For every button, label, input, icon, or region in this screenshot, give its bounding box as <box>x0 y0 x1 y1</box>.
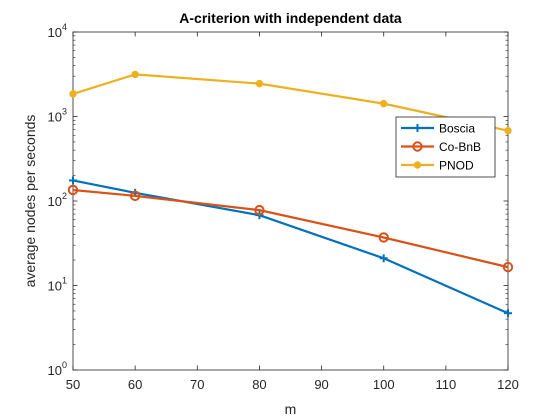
y-tick-label: 100 <box>48 360 67 378</box>
x-tick-label: 70 <box>190 377 204 392</box>
data-point <box>129 190 141 202</box>
data-point <box>255 79 264 88</box>
y-tick-exponent: 4 <box>62 22 67 32</box>
x-tick-label: 60 <box>128 377 142 392</box>
plot-background <box>73 32 508 370</box>
legend-item: Co-BnB <box>401 140 481 154</box>
data-point <box>254 204 265 216</box>
y-tick-label: 104 <box>48 22 67 40</box>
x-tick-label: 80 <box>252 377 266 392</box>
data-point <box>131 70 139 79</box>
x-tick-label: 50 <box>66 377 80 392</box>
legend-label: PNOD <box>439 159 474 173</box>
series-co-bnb <box>67 184 514 273</box>
x-tick-label: 120 <box>497 377 519 392</box>
legend-label: Boscia <box>439 122 475 136</box>
data-point <box>380 99 388 108</box>
data-point <box>69 90 77 98</box>
data-point <box>504 126 512 135</box>
series-group <box>67 70 514 318</box>
y-tick-label: 102 <box>48 191 67 209</box>
y-tick-base: 10 <box>48 110 62 125</box>
axes-box <box>72 31 509 371</box>
legend-marker <box>413 161 422 169</box>
data-point <box>378 232 389 243</box>
plot-area <box>73 32 508 370</box>
legend-item: PNOD <box>401 159 474 173</box>
x-axis-title: m <box>285 401 297 417</box>
data-point <box>69 176 77 185</box>
legend-marker <box>412 141 423 152</box>
legend-item: Boscia <box>401 122 475 136</box>
chart-title: A-criterion with independent data <box>179 10 402 26</box>
x-tick-label: 110 <box>435 377 456 392</box>
y-axis-title: average nodes per seconds <box>22 115 38 288</box>
legend-marker <box>413 124 422 132</box>
data-point <box>504 309 512 318</box>
y-tick-base: 10 <box>48 279 62 294</box>
legend: Boscia Co-BnB PNOD <box>395 116 496 178</box>
data-point <box>67 184 79 196</box>
y-tick-exponent: 1 <box>62 276 67 286</box>
y-tick-base: 10 <box>48 194 62 209</box>
data-point <box>379 254 388 263</box>
y-tick-exponent: 2 <box>62 191 67 201</box>
y-tick-label: 101 <box>48 276 67 294</box>
y-tick-base: 10 <box>48 363 62 378</box>
data-point <box>502 261 514 273</box>
x-tick-label: 90 <box>314 377 328 392</box>
y-tick-base: 10 <box>48 25 62 40</box>
legend-label: Co-BnB <box>439 140 481 154</box>
series-pnod <box>69 70 512 135</box>
y-tick-exponent: 0 <box>62 360 67 370</box>
y-tick-exponent: 3 <box>62 107 67 117</box>
y-tick-label: 103 <box>48 107 67 125</box>
x-tick-label: 100 <box>373 377 395 392</box>
series-line <box>72 188 509 269</box>
